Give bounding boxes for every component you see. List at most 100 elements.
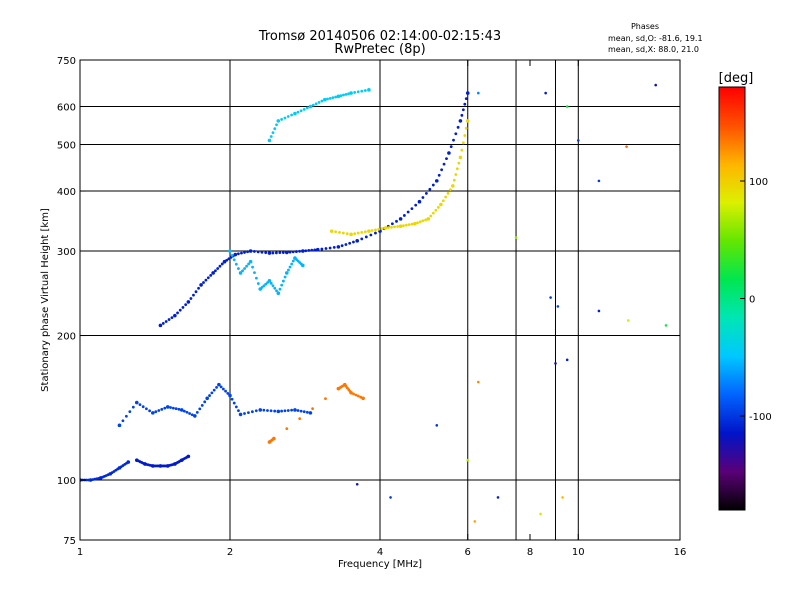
trace-point [217, 382, 221, 387]
trace-point [345, 232, 349, 236]
trace-point [293, 408, 297, 412]
trace-point [241, 269, 244, 273]
trace-point [206, 276, 210, 280]
trace-point [298, 417, 302, 421]
trace-point [445, 157, 448, 161]
chart-title: Tromsø 20140506 02:14:00-02:15:43 [258, 29, 501, 44]
trace-point [332, 246, 336, 249]
trace-point [253, 271, 256, 275]
trace-point [230, 254, 234, 257]
trace-point [461, 141, 465, 145]
trace-point [281, 279, 285, 283]
trace-point [134, 400, 139, 405]
trace-point [269, 135, 273, 138]
trace-point [238, 271, 243, 275]
trace-point [334, 230, 337, 234]
chart-subtitle: RwPretec (8p) [334, 42, 425, 57]
trace-point [377, 227, 381, 231]
trace-point [193, 414, 197, 418]
trace-point [151, 411, 155, 415]
trace-point [256, 282, 260, 285]
trace-point [452, 138, 455, 142]
trace-point [398, 217, 403, 221]
trace-point [446, 191, 450, 195]
trace-point [402, 224, 405, 228]
trace-point [307, 249, 311, 252]
trace-point [190, 413, 194, 417]
trace-point [353, 232, 357, 236]
trace-point [334, 95, 338, 99]
trace-point [219, 385, 223, 389]
trace-point [395, 219, 398, 223]
trace-point [426, 217, 431, 221]
trace-point [238, 412, 243, 417]
trace-point [164, 320, 168, 323]
y-tick-label: 400 [57, 187, 76, 198]
grid-lines [80, 60, 680, 540]
trace-point [176, 311, 179, 315]
trace-point [237, 267, 240, 270]
trace-point [374, 228, 377, 232]
scatter-point [355, 482, 359, 486]
trace-point [248, 249, 253, 253]
trace-point [204, 278, 208, 282]
trace-point [252, 250, 256, 253]
trace-point [288, 250, 292, 254]
scatter-point [549, 296, 552, 299]
trace-point [281, 251, 285, 254]
trace-point [284, 250, 289, 255]
x-tick-label: 4 [377, 547, 383, 558]
trace-point [240, 251, 243, 255]
trace-point [380, 227, 384, 231]
trace-point [421, 196, 425, 199]
trace-point [117, 423, 122, 428]
colorbar-tick-label: -100 [749, 412, 772, 423]
scatter-point [473, 520, 477, 523]
y-tick-label: 200 [57, 332, 76, 343]
trace-point [126, 460, 131, 464]
x-tick-label: 16 [674, 547, 687, 558]
scatter-point [466, 458, 470, 462]
trace-point [352, 240, 355, 244]
trace-point [170, 316, 174, 320]
trace-point [428, 187, 432, 191]
trace-point [243, 251, 246, 254]
x-tick-label: 8 [527, 547, 533, 558]
trace-point [186, 454, 191, 459]
trace-point [210, 391, 214, 395]
trace-point [233, 252, 238, 257]
trace-point [124, 414, 128, 418]
trace-point [320, 247, 324, 251]
trace-point [177, 407, 181, 411]
trace-point [324, 247, 328, 250]
trace-point [272, 436, 276, 441]
trace-point [271, 284, 275, 288]
trace-point [356, 394, 360, 398]
trace-point [369, 233, 373, 237]
colorbar-label: [deg] [719, 71, 754, 86]
trace-point [173, 313, 177, 318]
trace-point [266, 409, 269, 412]
trace-point [323, 97, 327, 102]
trace-point [250, 410, 254, 414]
trace-point [186, 300, 191, 304]
trace-point [205, 396, 209, 401]
trace-point [402, 214, 406, 217]
trace-point [197, 286, 200, 290]
y-tick-label: 500 [57, 141, 76, 152]
trace-point [211, 271, 215, 275]
trace-point [442, 162, 446, 166]
trace-point [370, 229, 374, 232]
trace-point [396, 225, 399, 228]
trace-point [328, 246, 332, 250]
trace-point [224, 389, 227, 393]
trace-point [302, 410, 306, 414]
trace-point [160, 407, 164, 411]
trace-point [390, 225, 393, 229]
scatter-point [654, 83, 657, 87]
trace-point [185, 410, 189, 414]
trace-point [311, 407, 314, 411]
scatter-point [544, 91, 547, 95]
trace-point [418, 220, 422, 224]
trace-point [273, 409, 277, 413]
